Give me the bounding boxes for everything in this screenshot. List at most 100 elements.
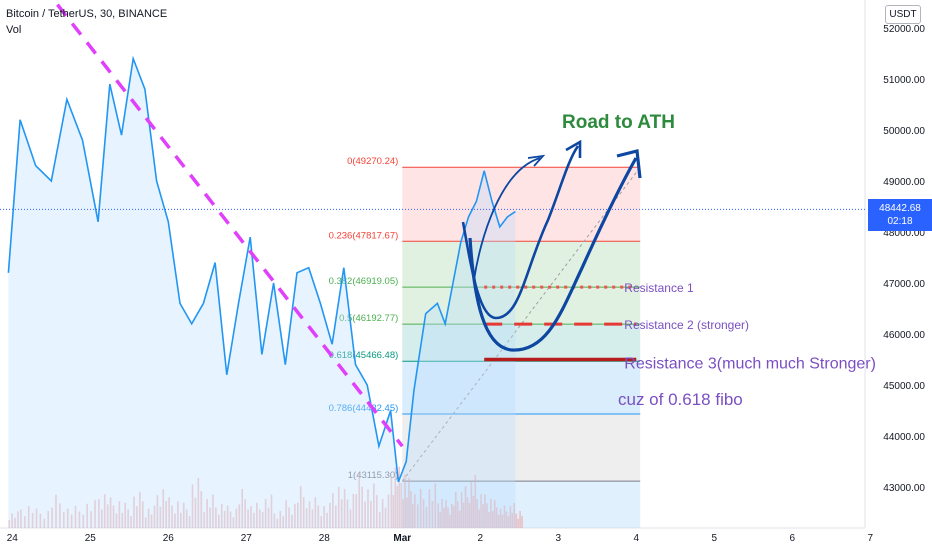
volume-bar <box>24 516 26 528</box>
volume-bar <box>270 494 273 528</box>
volume-bar <box>282 516 284 528</box>
volume-bar <box>358 472 361 528</box>
volume-bar <box>223 511 226 528</box>
volume-bar <box>20 509 22 528</box>
volume-bar <box>106 504 109 528</box>
time-axis-tick: 6 <box>790 533 796 544</box>
volume-bar <box>177 501 179 528</box>
volume-bar <box>78 511 81 528</box>
volume-bar <box>458 510 461 528</box>
time-axis-tick: 28 <box>319 533 331 544</box>
volume-bar <box>456 501 459 528</box>
volume-bar <box>311 509 314 528</box>
volume-bar <box>486 503 488 528</box>
volume-bar <box>408 477 410 528</box>
volume-bar <box>439 512 441 528</box>
volume-bar <box>112 505 115 528</box>
volume-bar <box>14 517 16 528</box>
volume-bar <box>17 511 19 528</box>
volume-bar <box>59 503 61 528</box>
indicator-label[interactable]: Vol <box>6 24 22 36</box>
volume-bar <box>346 499 349 528</box>
volume-bar <box>384 507 387 528</box>
volume-bar <box>503 505 506 528</box>
volume-bar <box>428 489 431 528</box>
currency-button[interactable]: USDT <box>885 5 921 24</box>
volume-bar <box>484 494 486 528</box>
volume-bar <box>235 508 238 528</box>
volume-bar <box>443 507 445 528</box>
volume-bar <box>127 509 129 528</box>
volume-bar <box>396 485 399 528</box>
volume-bar <box>253 512 255 528</box>
volume-bar <box>499 508 502 528</box>
volume-bar <box>101 509 103 528</box>
volume-bar <box>159 506 162 528</box>
volume-bar <box>412 504 414 528</box>
volume-bar <box>493 500 496 528</box>
price-axis-tick: 44000.00 <box>883 432 925 443</box>
volume-bar <box>115 513 118 528</box>
volume-bar <box>337 486 340 528</box>
volume-bar <box>197 477 200 528</box>
volume-bar <box>203 512 205 528</box>
price-axis-tick: 52000.00 <box>883 24 925 35</box>
volume-bar <box>470 482 473 528</box>
volume-bar <box>174 513 176 528</box>
volume-bar <box>279 511 282 528</box>
last-price-value: 48442.68 <box>879 203 921 214</box>
volume-bar <box>447 507 449 528</box>
volume-bar <box>507 516 510 528</box>
volume-bar <box>521 516 523 528</box>
volume-bar <box>370 501 372 528</box>
price-axis-tick: 49000.00 <box>883 177 925 188</box>
volume-bar <box>394 467 397 528</box>
volume-bar <box>74 505 77 528</box>
volume-bar <box>400 482 402 528</box>
volume-bar <box>425 506 428 528</box>
volume-bar <box>82 514 85 528</box>
volume-bar <box>317 505 320 528</box>
volume-bar <box>449 514 451 528</box>
volume-bar <box>390 476 393 528</box>
fibo-note-annotation: cuz of 0.618 fibo <box>618 390 743 409</box>
volume-bar <box>150 514 153 528</box>
volume-bar <box>194 497 197 528</box>
price-axis-tick: 46000.00 <box>883 330 925 341</box>
time-axis-tick: 27 <box>241 533 253 544</box>
volume-bar <box>468 502 471 528</box>
volume-bar <box>509 506 512 528</box>
volume-bar <box>453 506 455 528</box>
volume-bar <box>244 499 246 528</box>
volume-bar <box>404 474 406 528</box>
volume-bar <box>323 506 325 528</box>
volume-bar <box>156 495 159 528</box>
volume-bar <box>238 504 241 528</box>
volume-bar <box>320 516 322 528</box>
volume-bar <box>297 502 299 528</box>
volume-bar <box>349 509 352 528</box>
volume-bar <box>462 502 465 528</box>
volume-bar <box>335 505 337 528</box>
volume-bar <box>441 498 443 528</box>
volume-bar <box>139 491 141 528</box>
price-axis-tick: 47000.00 <box>883 279 925 290</box>
fib-zone <box>402 167 641 242</box>
volume-bar <box>261 512 264 528</box>
volume-bar <box>314 497 317 528</box>
volume-bar <box>212 494 214 528</box>
volume-bar <box>340 499 343 528</box>
volume-bar <box>291 514 293 528</box>
volume-bar <box>381 498 384 528</box>
large-arrow-path <box>468 157 638 352</box>
volume-bar <box>232 517 235 528</box>
volume-bar <box>497 514 500 528</box>
time-axis-tick: 25 <box>85 533 97 544</box>
volume-bar <box>188 516 191 528</box>
volume-bar <box>147 508 150 528</box>
volume-bar <box>256 502 258 528</box>
volume-bar <box>133 496 135 528</box>
volume-bar <box>352 494 355 528</box>
